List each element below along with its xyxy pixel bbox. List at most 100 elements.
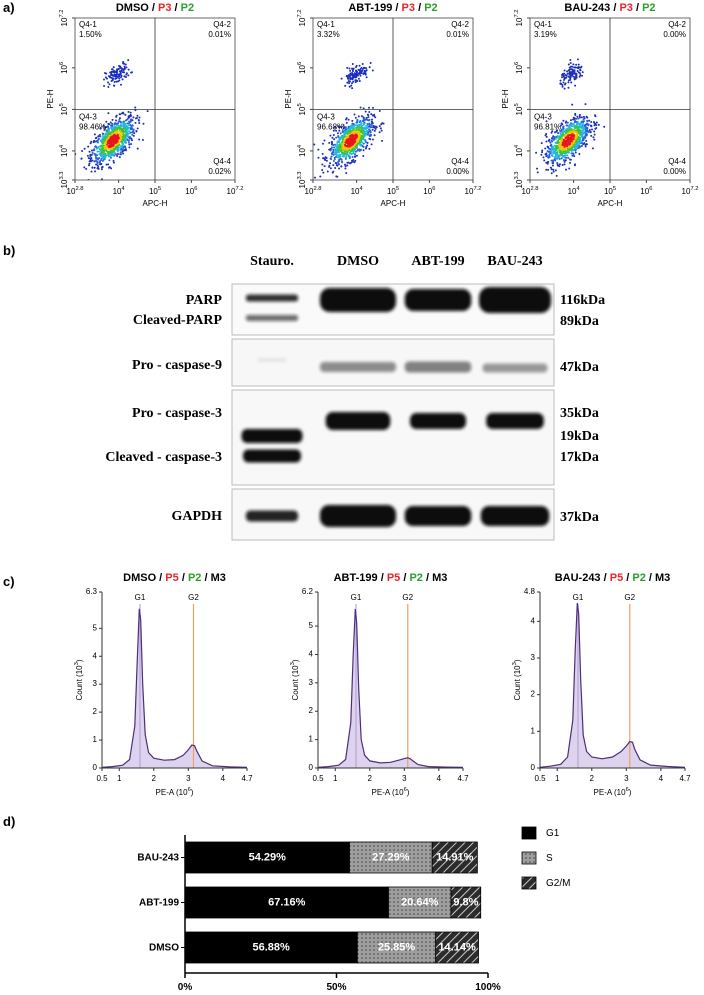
x-tick-label: 104 (568, 186, 581, 197)
x-tick-label: 107.2 (465, 186, 482, 197)
event-dot (578, 153, 580, 155)
event-dot (332, 144, 334, 146)
event-dot (366, 123, 368, 125)
event-dot (120, 153, 122, 155)
event-dot (555, 169, 557, 171)
event-dot (545, 140, 547, 142)
event-dot (355, 66, 357, 68)
event-dot (564, 163, 566, 165)
y-axis-label: PE-H (284, 89, 293, 108)
blot-band (405, 289, 472, 311)
event-dot (557, 151, 559, 153)
y-tick-label: 104 (59, 144, 70, 157)
event-dot (355, 117, 357, 119)
event-dot (356, 80, 358, 82)
event-dot (344, 85, 346, 87)
event-dot (372, 129, 374, 131)
event-dot (563, 81, 565, 83)
event-dot (570, 81, 572, 83)
event-dot (317, 157, 319, 159)
event-dot (371, 119, 373, 121)
quadrant-name: Q4-2 (668, 20, 686, 29)
event-dot (557, 132, 559, 134)
gate-label: G2 (402, 593, 413, 602)
event-dot (116, 71, 118, 73)
panel-label: c) (3, 574, 15, 589)
y-tick-label: 3 (93, 679, 98, 688)
event-dot (584, 103, 586, 105)
event-dot (603, 126, 605, 128)
event-dot (593, 124, 595, 126)
event-dot (352, 156, 354, 158)
event-dot (329, 135, 331, 137)
event-dot (131, 139, 133, 141)
blot-band (242, 429, 303, 443)
event-dot (367, 114, 369, 116)
blot-band (246, 511, 298, 522)
event-dot (122, 71, 124, 73)
x-tick-label: 105 (604, 186, 616, 197)
chart-title: ABT-199 / P5 / P2 / M3 (334, 572, 448, 584)
event-dot (111, 77, 113, 79)
event-dot (552, 155, 554, 157)
event-dot (359, 72, 361, 74)
y-tick-label: 107.2 (514, 10, 525, 27)
event-dot (567, 76, 569, 78)
panel-label: a) (3, 0, 15, 15)
event-dot (113, 160, 115, 162)
event-dot (584, 144, 586, 146)
event-dot (562, 86, 564, 88)
event-dot (130, 112, 132, 114)
x-tick-label: 50% (326, 982, 346, 993)
event-dot (98, 138, 100, 140)
event-dot (360, 122, 362, 124)
histogram-line (102, 609, 247, 768)
event-dot (574, 127, 576, 129)
event-dot (550, 144, 552, 146)
event-dot (339, 138, 341, 140)
event-dot (321, 164, 323, 166)
event-dot (578, 64, 580, 66)
event-dot (594, 134, 596, 136)
histogram-line (318, 609, 463, 767)
event-dot (590, 125, 592, 127)
event-dot (567, 73, 569, 75)
event-dot (576, 116, 578, 118)
event-dot (105, 153, 107, 155)
event-dot (541, 142, 543, 144)
event-dot (351, 72, 353, 74)
event-dot (120, 76, 122, 78)
event-dot (330, 158, 332, 160)
y-tick-label: 3 (531, 653, 536, 662)
event-dot (83, 166, 85, 168)
chart-title: DMSO / P3 / P2 (116, 2, 194, 14)
event-dot (335, 137, 337, 139)
bar-value-label: 20.64% (401, 896, 439, 908)
event-dot (147, 110, 149, 112)
event-dot (580, 66, 582, 68)
y-tick-label: 4 (93, 651, 98, 660)
event-dot (582, 71, 584, 73)
event-dot (90, 142, 92, 144)
event-dot (345, 156, 347, 158)
event-dot (568, 69, 570, 71)
quadrant-value: 96.81% (534, 122, 561, 131)
event-dot (309, 164, 311, 166)
event-dot (355, 69, 357, 71)
event-dot (123, 113, 125, 115)
event-dot (582, 138, 584, 140)
event-dot (134, 107, 136, 109)
event-dot (379, 110, 381, 112)
event-dot (568, 72, 570, 74)
event-dot (326, 160, 328, 162)
size-label: 37kDa (560, 510, 599, 525)
event-dot (585, 140, 587, 142)
x-tick-label: 1 (117, 774, 122, 783)
y-tick-label: 0 (309, 763, 314, 772)
x-tick-label: 104 (351, 186, 364, 197)
event-dot (372, 114, 374, 116)
event-dot (577, 117, 579, 119)
chart-title: BAU-243 / P3 / P2 (564, 2, 655, 14)
quadrant-value: 3.32% (317, 30, 340, 39)
size-label: 17kDa (560, 450, 599, 465)
